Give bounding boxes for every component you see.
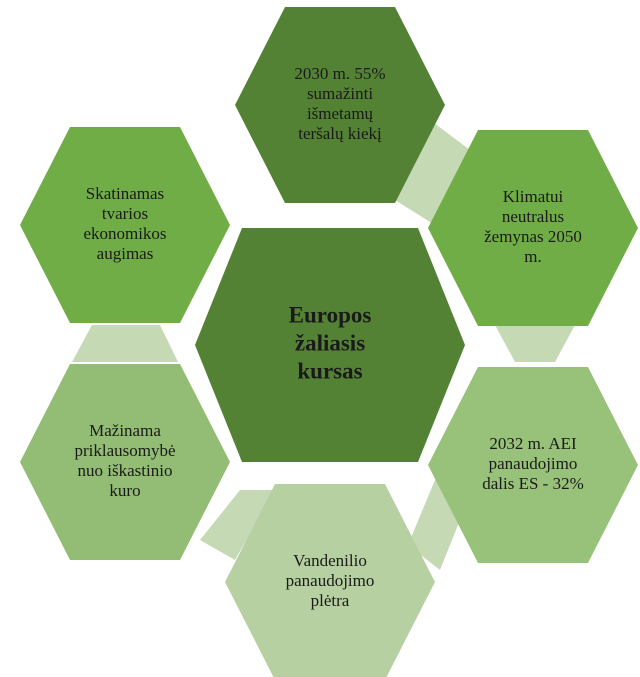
hexagon xyxy=(428,367,638,563)
label-line: žemynas 2050 xyxy=(484,227,582,246)
hexagon xyxy=(428,130,638,326)
label-line: 2030 m. 55% xyxy=(294,64,385,83)
label-line: Europos xyxy=(289,302,372,327)
label-line: 2032 m. AEI xyxy=(489,434,577,453)
label-line: augimas xyxy=(97,244,154,263)
label-line: sumažinti xyxy=(307,84,373,103)
label-line: Vandenilio xyxy=(293,551,367,570)
label-line: dalis ES - 32% xyxy=(482,474,584,493)
label-line: neutralus xyxy=(502,207,564,226)
label-line: Mažinama xyxy=(89,421,161,440)
label-line: kursas xyxy=(297,358,362,383)
label-line: panaudojimo xyxy=(489,454,578,473)
connector xyxy=(395,120,470,225)
label-line: priklausomybė xyxy=(74,441,175,460)
connector xyxy=(200,490,275,560)
label-line: plėtra xyxy=(311,591,350,610)
label-line: panaudojimo xyxy=(286,571,375,590)
label-line: išmetamų xyxy=(307,104,374,123)
label-line: nuo iškastinio xyxy=(78,461,173,480)
connector xyxy=(72,325,178,362)
hexagon xyxy=(225,484,435,677)
label-line: Skatinamas xyxy=(86,184,164,203)
label-line: ekonomikos xyxy=(83,224,166,243)
label-line: žaliasis xyxy=(295,330,365,355)
label-line: m. xyxy=(524,247,541,266)
hexagon xyxy=(235,7,445,203)
hexagon xyxy=(20,127,230,323)
connector xyxy=(495,325,575,362)
label-line: teršalų kiekį xyxy=(298,124,382,143)
hexagon xyxy=(195,228,465,462)
label-line: Klimatui xyxy=(503,187,564,206)
label-line: kuro xyxy=(109,481,140,500)
label-line: tvarios xyxy=(102,204,148,223)
hexagon xyxy=(20,364,230,560)
